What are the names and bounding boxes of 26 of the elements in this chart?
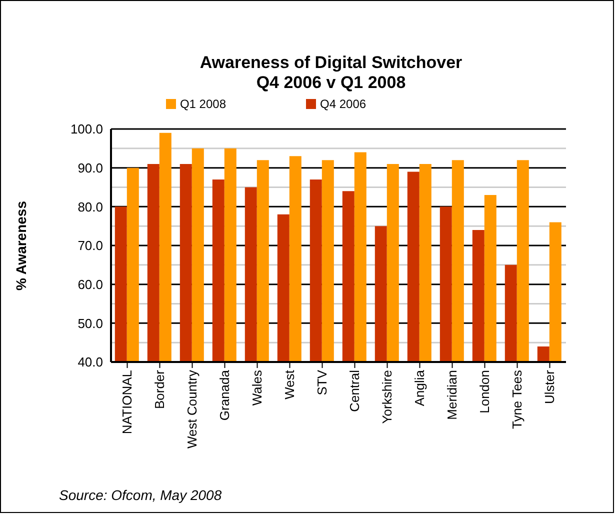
chart-title: Awareness of Digital Switchover Q4 2006 v Q1 2008	[198, 53, 464, 93]
y-tick-label: 50.0	[78, 316, 103, 331]
x-tick-label: West Country	[184, 370, 200, 449]
legend-label: Q1 2008	[180, 97, 226, 111]
y-tick-label: 60.0	[78, 276, 103, 292]
x-tick-label: Central	[346, 370, 362, 412]
y-tick-label: 70.0	[78, 238, 103, 254]
legend-label: Q4 2006	[320, 97, 366, 111]
x-tick-label: Yorkshire	[379, 370, 394, 424]
x-tick-label: Anglia	[412, 369, 427, 406]
x-tick-label: Meridian	[444, 370, 460, 420]
y-tick-label: 40.0	[78, 354, 103, 370]
y-tick-label: 90.0	[78, 160, 103, 176]
x-tick-label: West	[282, 370, 297, 400]
x-tick-label: Granada	[216, 369, 232, 421]
source-note: Source: Ofcom, May 2008	[59, 487, 222, 503]
x-tick-label: Border	[152, 369, 167, 410]
x-tick-label: Wales	[249, 370, 264, 406]
x-tick-label: NATIONAL	[119, 370, 134, 434]
x-tick-label: London	[476, 370, 492, 414]
x-tick-label: Ulster	[542, 369, 557, 404]
x-tick-label: Tyne Tees	[509, 370, 524, 430]
y-axis-title: % Awareness	[12, 200, 29, 290]
y-tick-label: 80.0	[78, 199, 103, 214]
x-tick-label: STV	[314, 370, 330, 396]
y-tick-label: 100.0	[70, 122, 103, 137]
